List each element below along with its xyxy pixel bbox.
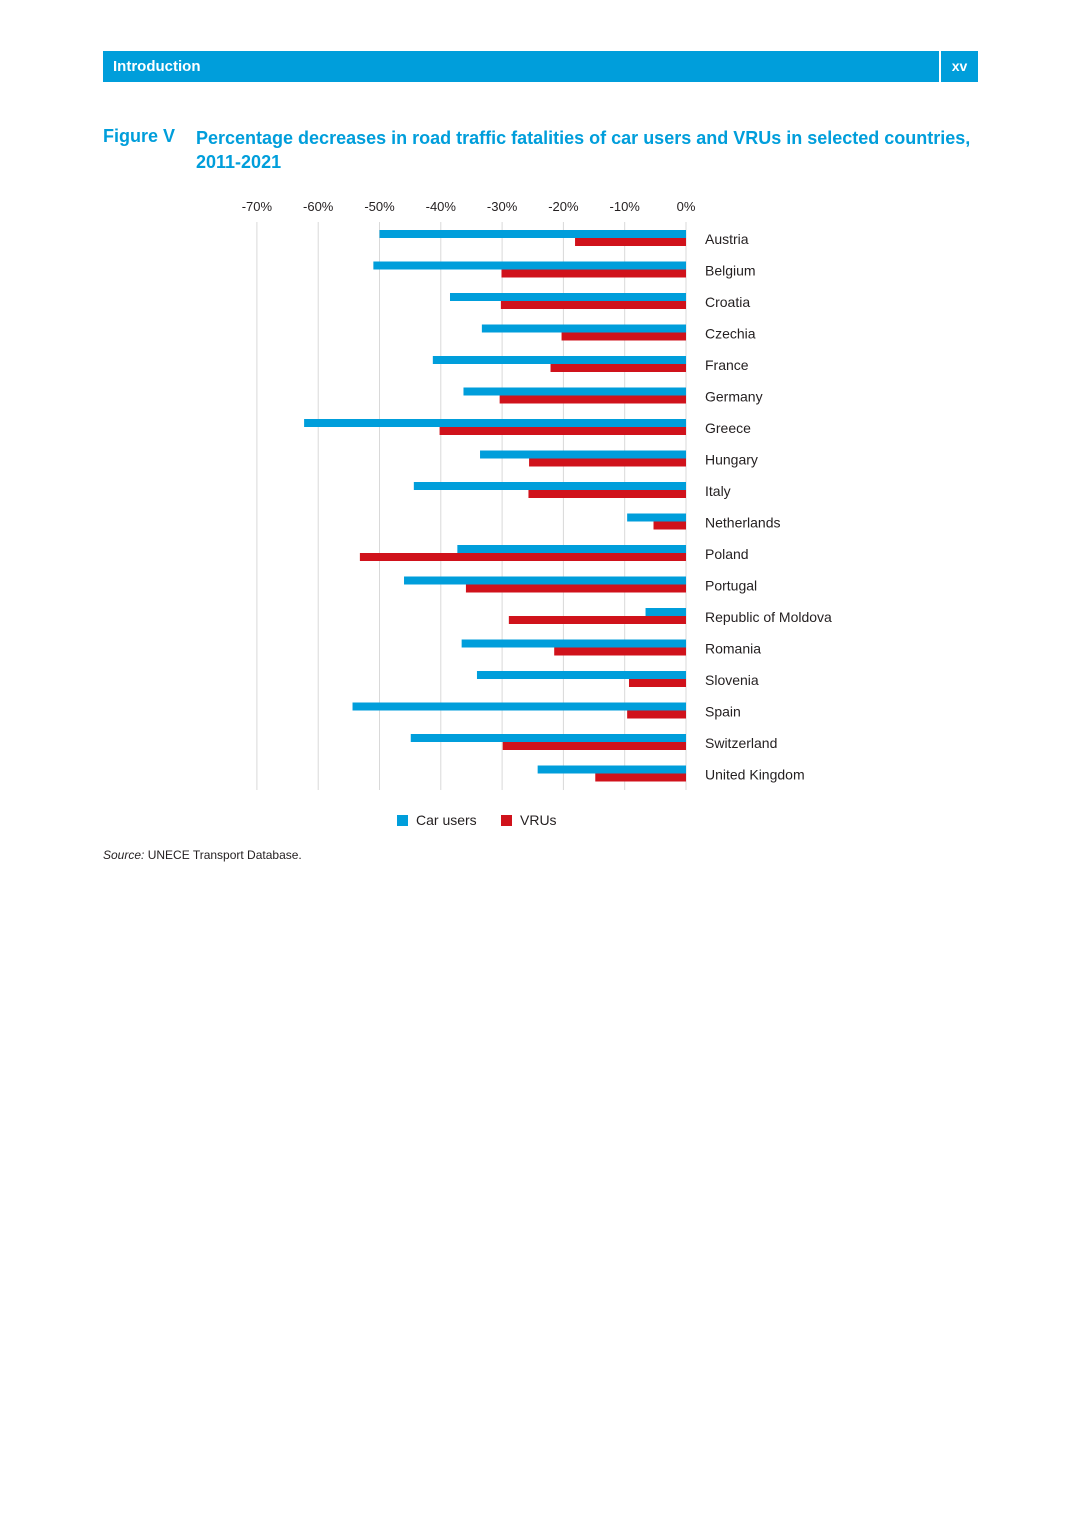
category-label: Croatia xyxy=(705,294,750,310)
bar-vrus xyxy=(500,301,686,309)
figure-label: Figure V xyxy=(103,126,176,146)
category-label: France xyxy=(705,357,749,373)
bar-vrus xyxy=(628,679,686,687)
x-tick-label: -40% xyxy=(426,199,457,214)
category-label: Republic of Moldova xyxy=(705,609,832,625)
source-text: UNECE Transport Database. xyxy=(144,848,302,862)
bar-car-users xyxy=(461,639,686,648)
category-label: Italy xyxy=(705,483,731,499)
category-label: Netherlands xyxy=(705,515,781,531)
bar-vrus xyxy=(561,332,686,341)
bar-vrus xyxy=(528,490,686,498)
bar-vrus xyxy=(529,458,686,467)
bar-car-users xyxy=(481,324,686,333)
category-label: Belgium xyxy=(705,263,756,279)
bar-vrus xyxy=(595,773,686,782)
bar-vrus xyxy=(501,269,686,278)
bar-car-users xyxy=(410,734,686,742)
bar-car-users xyxy=(627,513,686,522)
x-tick-label: -70% xyxy=(242,199,273,214)
bar-vrus xyxy=(550,364,686,372)
figure-title: Percentage decreases in road traffic fat… xyxy=(196,128,971,172)
bar-car-users xyxy=(352,702,686,711)
category-label: Switzerland xyxy=(705,735,777,751)
bar-car-users xyxy=(373,261,686,270)
bar-vrus xyxy=(627,710,686,719)
bar-vrus xyxy=(502,742,686,750)
bar-chart: -70% -60% -50% -40% -30% -20% -10% 0% Austria Bel… xyxy=(242,199,832,828)
section-title: Introduction xyxy=(113,58,201,75)
bar-car-users xyxy=(413,482,686,490)
bar-vrus xyxy=(439,427,686,435)
category-label: Germany xyxy=(705,389,763,405)
category-label: Portugal xyxy=(705,578,757,594)
category-label: Slovenia xyxy=(705,672,759,688)
x-tick-label: -20% xyxy=(548,199,579,214)
header-divider xyxy=(939,51,941,82)
bar-vrus xyxy=(653,521,686,530)
legend-label: Car users xyxy=(416,812,477,828)
bar-car-users xyxy=(404,576,686,585)
bar-car-users xyxy=(537,765,686,774)
bar-car-users xyxy=(480,450,686,459)
bar-car-users xyxy=(432,356,686,364)
source-note: Source: UNECE Transport Database. xyxy=(103,848,302,862)
header-bar: Introduction xv xyxy=(103,51,978,82)
legend-swatch xyxy=(397,815,408,826)
bar-car-users xyxy=(449,293,686,301)
category-label: Romania xyxy=(705,641,761,657)
x-tick-label: -60% xyxy=(303,199,334,214)
x-tick-label: -50% xyxy=(364,199,395,214)
category-label: Poland xyxy=(705,546,749,562)
bar-vrus xyxy=(575,238,686,246)
category-label: Czechia xyxy=(705,326,756,342)
category-label: Hungary xyxy=(705,452,758,468)
x-tick-label: -10% xyxy=(610,199,641,214)
bar-car-users xyxy=(463,387,686,396)
legend-swatch xyxy=(501,815,512,826)
category-label: Greece xyxy=(705,420,751,436)
bar-car-users xyxy=(457,545,686,553)
page-number: xv xyxy=(951,58,968,74)
x-tick-label: 0% xyxy=(677,199,696,214)
bar-car-users xyxy=(645,608,686,616)
bar-vrus xyxy=(508,616,686,624)
legend-label: VRUs xyxy=(520,812,557,828)
x-tick-label: -30% xyxy=(487,199,518,214)
category-label: Austria xyxy=(705,231,749,247)
source-label: Source: xyxy=(103,848,145,862)
bar-vrus xyxy=(465,584,686,593)
bar-vrus xyxy=(554,647,686,656)
bar-car-users xyxy=(304,419,686,427)
bar-vrus xyxy=(499,395,686,404)
bar-car-users xyxy=(379,230,686,238)
bar-vrus xyxy=(359,553,686,561)
bar-car-users xyxy=(476,671,686,679)
category-label: United Kingdom xyxy=(705,767,805,783)
category-label: Spain xyxy=(705,704,741,720)
